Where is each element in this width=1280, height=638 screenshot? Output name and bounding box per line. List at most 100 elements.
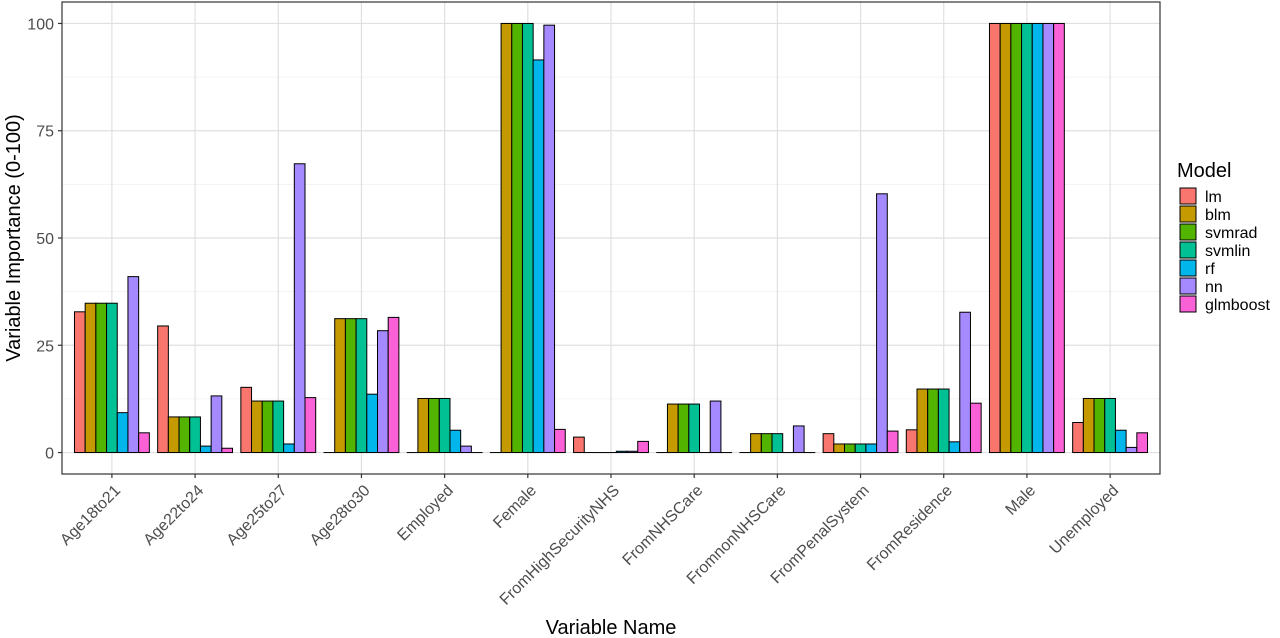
bar-blm-Male	[999, 22, 1012, 454]
bar-lm-Age22to24	[157, 325, 169, 454]
bar-svmrad-FromnonNHSCare	[760, 433, 773, 454]
bar-glmboost-FromHighSecurityNHS	[637, 440, 649, 454]
bar-svmlin-Unemployed	[1104, 397, 1116, 454]
bar-svmlin-Age25to27	[272, 400, 285, 454]
bar-rf-FromPenalSystem	[865, 443, 878, 454]
bar-svmrad-Male	[1010, 22, 1023, 454]
y-axis-title: Variable Importance (0-100)	[3, 114, 25, 362]
bar-svmrad-Age25to27	[261, 400, 274, 454]
bar-blm-FromResidence	[916, 388, 929, 454]
bar-blm-Age28to30	[334, 318, 346, 454]
bar-nn-Age18to21	[127, 276, 140, 454]
bar-glmboost-FromPenalSystem	[886, 430, 899, 454]
bar-glmboost-Female	[554, 428, 566, 454]
legend-key-svmlin	[1179, 241, 1197, 259]
bar-rf-Age28to30	[366, 393, 378, 454]
bar-rf-Unemployed	[1114, 429, 1127, 454]
bar-svmlin-FromNHSCare	[688, 403, 701, 454]
legend-label-rf: rf	[1205, 261, 1215, 278]
bar-rf-Female	[532, 59, 545, 454]
bar-nn-FromnonNHSCare	[792, 425, 805, 454]
bar-nn-Male	[1042, 22, 1055, 454]
bar-glmboost-Unemployed	[1136, 432, 1149, 454]
bar-glmboost-Age28to30	[387, 316, 400, 454]
bar-lm-FromResidence	[905, 429, 918, 454]
bar-rf-Employed	[449, 429, 462, 454]
y-tick-label: 50	[36, 231, 54, 248]
bar-lm-Male	[988, 22, 1001, 454]
bar-nn-Age25to27	[293, 163, 306, 454]
bar-blm-Unemployed	[1082, 397, 1095, 454]
bar-svmrad-Age18to21	[95, 302, 108, 454]
x-axis-title: Variable Name	[546, 617, 677, 638]
bar-svmrad-FromNHSCare	[677, 403, 690, 454]
legend-key-glmboost	[1179, 295, 1197, 313]
bar-glmboost-Age25to27	[304, 397, 317, 454]
bar-blm-Employed	[417, 397, 430, 454]
legend-label-blm: blm	[1205, 207, 1231, 224]
bar-rf-FromResidence	[948, 441, 961, 454]
bar-nn-Age22to24	[210, 395, 223, 454]
legend-label-lm: lm	[1205, 189, 1222, 206]
bar-blm-Age18to21	[84, 302, 97, 454]
y-tick-label: 75	[36, 124, 54, 141]
bar-nn-Employed	[460, 445, 472, 454]
y-tick-label: 0	[45, 446, 54, 463]
bar-blm-Age22to24	[167, 416, 180, 454]
legend-label-svmrad: svmrad	[1205, 225, 1257, 242]
legend-key-svmrad	[1179, 223, 1197, 241]
bar-svmrad-Employed	[428, 397, 440, 454]
y-tick-label: 25	[36, 338, 54, 355]
bar-rf-FromHighSecurityNHS	[615, 450, 628, 454]
bar-rf-Age22to24	[199, 445, 212, 454]
legend-label-svmlin: svmlin	[1205, 243, 1250, 260]
bar-nn-FromNHSCare	[709, 400, 722, 454]
bar-svmlin-FromnonNHSCare	[771, 433, 784, 454]
bar-lm-FromPenalSystem	[822, 433, 835, 454]
legend-key-rf	[1179, 259, 1197, 277]
bar-svmlin-Female	[521, 22, 534, 454]
bar-rf-Age25to27	[283, 443, 295, 454]
bar-blm-FromNHSCare	[666, 403, 679, 454]
bar-blm-Female	[500, 22, 513, 454]
legend-key-nn	[1179, 277, 1197, 295]
bar-nn-Unemployed	[1125, 446, 1138, 454]
bar-svmlin-FromPenalSystem	[854, 443, 867, 454]
bar-svmlin-Age22to24	[189, 416, 201, 454]
bar-svmrad-Unemployed	[1093, 397, 1106, 454]
bar-rf-Age18to21	[116, 412, 129, 454]
bar-lm-Age25to27	[240, 386, 253, 454]
bars	[73, 22, 1149, 454]
bar-nn-Age28to30	[376, 330, 389, 454]
bar-svmlin-Male	[1021, 22, 1033, 454]
bar-blm-FromnonNHSCare	[750, 433, 762, 454]
bar-nn-FromHighSecurityNHS	[626, 450, 639, 454]
bar-svmlin-Age28to30	[355, 318, 368, 454]
bar-nn-FromPenalSystem	[876, 193, 888, 454]
bar-blm-Age25to27	[251, 400, 263, 454]
bar-nn-Female	[543, 24, 556, 454]
legend-title: Model	[1177, 160, 1231, 182]
legend-key-lm	[1179, 187, 1197, 205]
bar-svmlin-Employed	[438, 397, 451, 454]
bar-svmrad-Age28to30	[344, 318, 357, 454]
bar-svmlin-Age18to21	[106, 302, 118, 454]
bar-glmboost-Age18to21	[138, 432, 150, 454]
bar-lm-FromHighSecurityNHS	[573, 436, 585, 454]
bar-svmrad-FromResidence	[927, 388, 939, 454]
bar-blm-FromPenalSystem	[833, 443, 846, 454]
legend-label-nn: nn	[1205, 279, 1223, 296]
bar-svmlin-FromResidence	[937, 388, 950, 454]
bar-nn-FromResidence	[959, 311, 971, 454]
bar-glmboost-Male	[1053, 22, 1065, 454]
legend-key-blm	[1179, 205, 1197, 223]
bar-lm-Age18to21	[73, 311, 86, 454]
bar-svmrad-Female	[511, 22, 523, 454]
bar-rf-Male	[1031, 22, 1044, 454]
y-axis: 0 25 50 75 100	[27, 16, 62, 463]
bar-svmrad-Age22to24	[178, 416, 191, 454]
bar-lm-Unemployed	[1072, 422, 1084, 454]
bar-glmboost-Age22to24	[221, 447, 234, 454]
